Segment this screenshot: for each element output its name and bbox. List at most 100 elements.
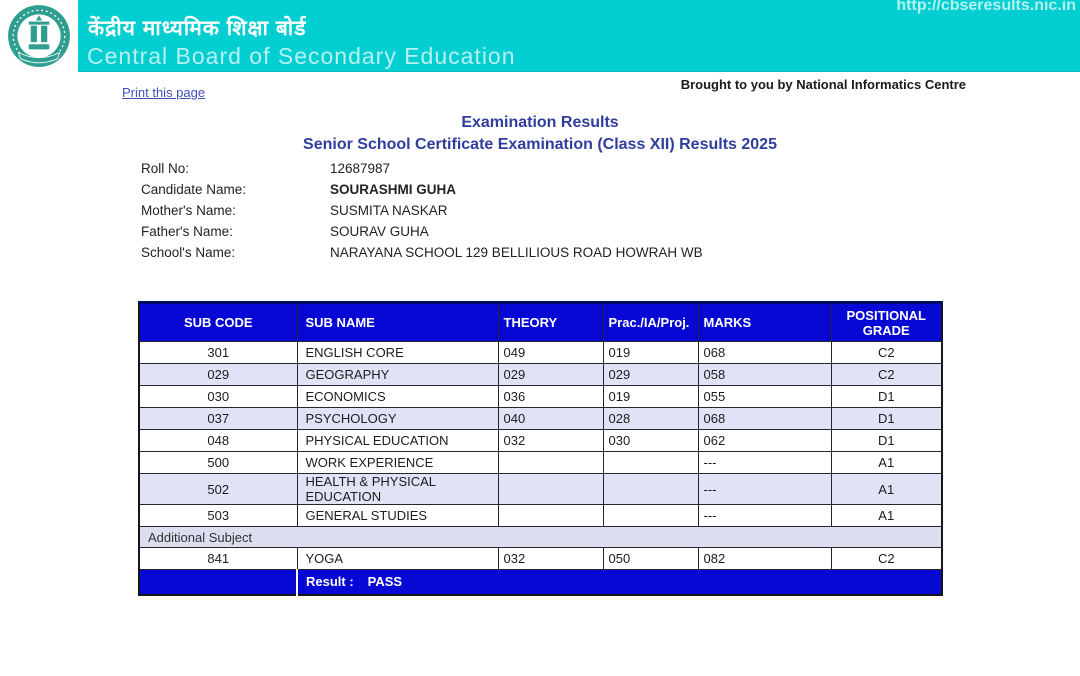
header-grade: POSITIONAL GRADE (830, 301, 943, 342)
cell-prac: 019 (602, 341, 699, 364)
result-row: Result : PASS (138, 569, 943, 595)
page-title: Examination Results (461, 114, 619, 131)
nic-credit-text: Brought to you by National Informatics C… (680, 77, 966, 92)
cell-marks: 062 (697, 429, 832, 452)
table-row: 503 GENERAL STUDIES --- A1 (138, 504, 943, 527)
cell-marks: 068 (697, 407, 832, 430)
table-row: 500 WORK EXPERIENCE --- A1 (138, 451, 943, 474)
cell-marks: 068 (697, 341, 832, 364)
detail-mother-name: Mother's Name: SUSMITA NASKAR (141, 200, 703, 221)
cell-grade: D1 (830, 429, 943, 452)
cell-prac: 028 (602, 407, 699, 430)
cell-theory: 036 (497, 385, 604, 408)
table-row: 048 PHYSICAL EDUCATION 032 030 062 D1 (138, 429, 943, 452)
header-prac: Prac./IA/Proj. (602, 301, 699, 342)
cell-theory: 040 (497, 407, 604, 430)
cell-prac: 030 (602, 429, 699, 452)
detail-label: Mother's Name: (141, 203, 236, 218)
header-banner: http://cbseresults.nic.in केंद्रीय माध्य… (0, 0, 1080, 72)
table-row: 037 PSYCHOLOGY 040 028 068 D1 (138, 407, 943, 430)
cell-theory (497, 451, 604, 474)
detail-value: SOURAV GUHA (330, 224, 429, 239)
detail-value: 12687987 (330, 161, 391, 176)
cell-grade: C2 (830, 341, 943, 364)
cell-sub-code: 502 (138, 473, 298, 505)
cell-sub-code: 301 (138, 341, 298, 364)
detail-label: School's Name: (141, 245, 236, 260)
cell-sub-name: YOGA (296, 547, 499, 570)
cell-grade: A1 (830, 504, 943, 527)
cell-theory: 032 (497, 547, 604, 570)
cell-sub-code: 048 (138, 429, 298, 452)
cell-sub-code: 841 (138, 547, 298, 570)
result-value: PASS (367, 574, 403, 590)
header-marks: MARKS (697, 301, 832, 342)
result-label: Result : (306, 574, 354, 590)
cell-marks: --- (697, 504, 832, 527)
cell-grade: C2 (830, 363, 943, 386)
cell-sub-name: HEALTH & PHYSICAL EDUCATION (296, 473, 499, 505)
cbse-logo (0, 0, 78, 72)
detail-roll-no: Roll No: 12687987 (141, 158, 703, 179)
header-sub-code: SUB CODE (138, 301, 298, 342)
cell-sub-name: PSYCHOLOGY (296, 407, 499, 430)
site-url: http://cbseresults.nic.in (896, 0, 1076, 14)
cell-grade: D1 (830, 385, 943, 408)
cell-marks: 055 (697, 385, 832, 408)
exam-title: Senior School Certificate Examination (C… (303, 136, 777, 153)
cell-sub-name: ECONOMICS (296, 385, 499, 408)
detail-value: NARAYANA SCHOOL 129 BELLILIOUS ROAD HOWR… (330, 245, 703, 260)
cell-sub-name: ENGLISH CORE (296, 341, 499, 364)
additional-subject-row: Additional Subject (138, 526, 943, 548)
cbse-emblem-icon (8, 5, 70, 67)
cell-sub-code: 503 (138, 504, 298, 527)
results-table: SUB CODE SUB NAME THEORY Prac./IA/Proj. … (138, 301, 943, 596)
cell-theory (497, 504, 604, 527)
board-name-english: Central Board of Secondary Education (87, 43, 516, 69)
cell-sub-name: GEOGRAPHY (296, 363, 499, 386)
header-theory: THEORY (497, 301, 604, 342)
table-row: 841 YOGA 032 050 082 C2 (138, 547, 943, 570)
cell-sub-code: 029 (138, 363, 298, 386)
board-name-hindi: केंद्रीय माध्यमिक शिक्षा बोर्ड (88, 17, 307, 40)
cell-sub-name: GENERAL STUDIES (296, 504, 499, 527)
detail-father-name: Father's Name: SOURAV GUHA (141, 221, 703, 242)
cell-prac: 019 (602, 385, 699, 408)
table-row: 030 ECONOMICS 036 019 055 D1 (138, 385, 943, 408)
cell-marks: --- (697, 473, 832, 505)
detail-label: Father's Name: (141, 224, 233, 239)
table-row: 502 HEALTH & PHYSICAL EDUCATION --- A1 (138, 473, 943, 505)
cell-prac: 029 (602, 363, 699, 386)
cell-sub-code: 500 (138, 451, 298, 474)
candidate-details: Roll No: 12687987 Candidate Name: SOURASHM… (141, 158, 703, 263)
cell-prac: 050 (602, 547, 699, 570)
cell-grade: D1 (830, 407, 943, 430)
cell-grade: A1 (830, 473, 943, 505)
detail-value: SOURASHMI GUHA (330, 182, 457, 197)
cell-theory: 029 (497, 363, 604, 386)
cell-theory: 049 (497, 341, 604, 364)
cell-grade: C2 (830, 547, 943, 570)
cell-sub-name: WORK EXPERIENCE (296, 451, 499, 474)
cell-marks: 082 (697, 547, 832, 570)
table-header-row: SUB CODE SUB NAME THEORY Prac./IA/Proj. … (138, 301, 943, 342)
cell-prac (602, 504, 699, 527)
cell-prac (602, 451, 699, 474)
additional-subject-label: Additional Subject (138, 526, 943, 548)
detail-label: Candidate Name: (141, 182, 247, 197)
detail-candidate-name: Candidate Name: SOURASHMI GUHA (141, 179, 703, 200)
cell-marks: --- (697, 451, 832, 474)
cell-sub-code: 037 (138, 407, 298, 430)
table-row: 029 GEOGRAPHY 029 029 058 C2 (138, 363, 943, 386)
detail-value: SUSMITA NASKAR (330, 203, 448, 218)
cell-marks: 058 (697, 363, 832, 386)
cell-theory: 032 (497, 429, 604, 452)
detail-label: Roll No: (141, 161, 190, 176)
print-page-link[interactable]: Print this page (122, 85, 206, 100)
cell-theory (497, 473, 604, 505)
detail-school-name: School's Name: NARAYANA SCHOOL 129 BELLIL… (141, 242, 703, 263)
cell-sub-name: PHYSICAL EDUCATION (296, 429, 499, 452)
table-row: 301 ENGLISH CORE 049 019 068 C2 (138, 341, 943, 364)
cell-grade: A1 (830, 451, 943, 474)
